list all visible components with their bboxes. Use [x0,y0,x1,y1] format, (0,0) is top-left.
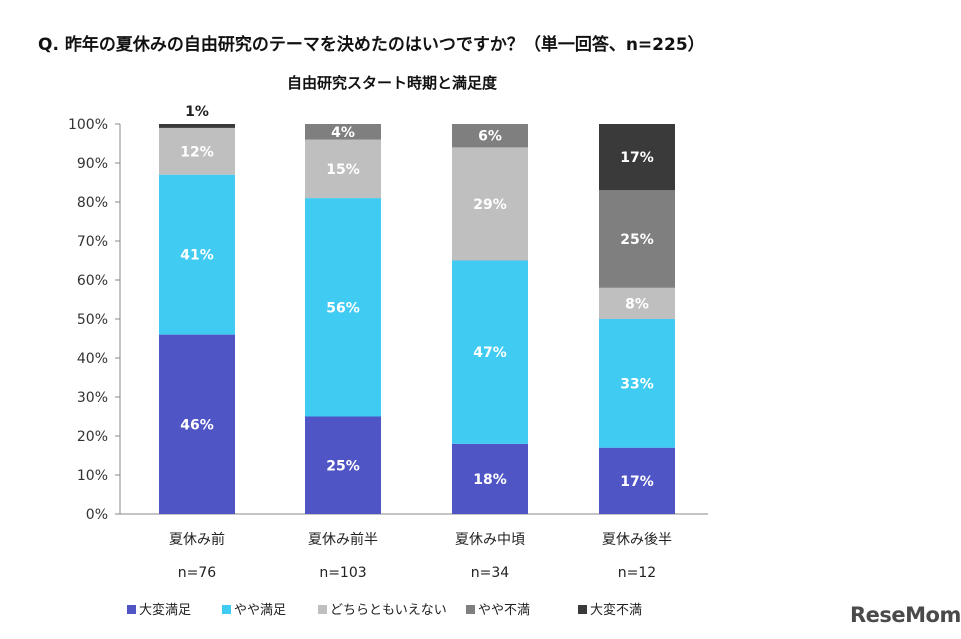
y-tick-label: 100% [68,117,108,133]
y-tick-label: 60% [77,273,108,289]
chart-title: 自由研究スタート時期と満足度 [287,74,498,92]
sample-size-label: n=103 [319,565,366,581]
data-label: 6% [478,129,502,145]
legend-label: 大変満足 [139,602,191,618]
bar-segment [452,124,528,148]
chart-data-labels: 46% 41% 12% 1% 夏休み前 n=76 25% 56% 15% 4% 夏休み前半 n=103… [169,104,672,581]
y-tick-label: 0% [86,507,108,523]
data-label: 33% [620,376,654,392]
bar-segment [305,139,381,199]
chart-axes: 0% 10% 20% 30% 40% 50% 60% 70% 80% 90% 100% [68,117,708,523]
x-category-label: 夏休み前 [169,531,225,548]
bar-segment [599,124,675,191]
legend-label: どちらともいえない [330,603,447,618]
y-tick-label: 50% [77,312,108,328]
bar-segment [452,443,528,514]
y-tick-label: 90% [77,156,108,172]
bar-segment [305,124,381,140]
sample-size-label: n=12 [618,565,656,581]
legend-label: やや満足 [234,603,286,618]
chart-bars [159,124,675,514]
sample-size-label: n=34 [471,565,510,581]
legend-swatch [318,605,327,614]
data-label: 47% [473,345,507,361]
data-label: 4% [331,125,355,141]
bar-segment [305,416,381,514]
bar-segment [305,198,381,417]
legend-swatch [466,605,475,614]
bar-segment [599,287,675,319]
data-label: 8% [625,296,649,312]
sample-size-label: n=76 [178,565,217,581]
bar-segment [159,124,235,128]
question-title: Q. 昨年の夏休みの自由研究のテーマを決めたのはいつですか？（単一回答、n=22… [38,35,705,55]
y-tick-label: 80% [77,195,108,211]
data-label: 12% [180,144,214,160]
y-tick-label: 20% [77,429,108,445]
legend-swatch [578,605,587,614]
bar-segment [599,319,675,448]
x-category-label: 夏休み後半 [602,532,672,548]
data-label: 17% [620,150,654,166]
data-label: 41% [180,248,214,264]
data-label: 25% [620,232,654,248]
bar-segment [599,190,675,288]
legend-label: やや不満 [478,603,530,618]
data-label: 29% [473,197,507,213]
data-label: 18% [473,472,507,488]
legend-label: 大変不満 [590,602,642,618]
bar-segment [159,334,235,514]
bar-segment [452,260,528,444]
y-tick-label: 40% [77,351,108,367]
data-label: 17% [620,474,654,490]
data-label: 56% [326,300,360,316]
bar-segment [159,127,235,175]
data-label: 25% [326,458,360,474]
data-label: 1% [185,104,209,120]
legend-swatch [127,605,136,614]
x-category-label: 夏休み中頃 [455,532,525,548]
y-tick-label: 30% [77,390,108,406]
x-category-label: 夏休み前半 [308,531,378,548]
bar-segment [159,174,235,335]
y-tick-label: 10% [77,468,108,484]
resemom-logo: ReseMom [850,603,961,627]
data-label: 15% [326,162,360,178]
bar-segment [452,147,528,261]
bar-segment [599,447,675,514]
legend-swatch [222,605,231,614]
y-tick-label: 70% [77,234,108,250]
chart-legend: 大変満足 やや満足 どちらともいえない やや不満 大変不満 [127,602,642,618]
data-label: 46% [180,417,214,433]
